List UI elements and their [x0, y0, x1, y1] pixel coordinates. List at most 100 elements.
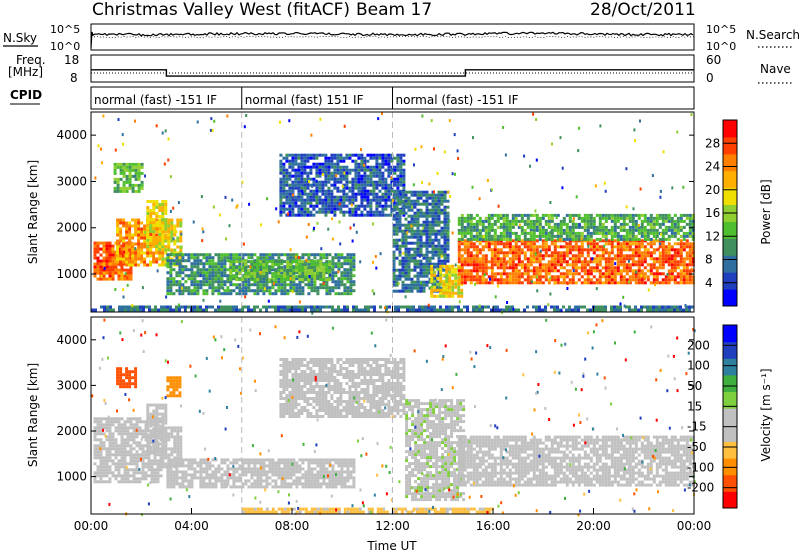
data-cell: [123, 253, 127, 257]
data-cell: [520, 242, 524, 246]
data-cell: [217, 259, 221, 263]
data-cell: [407, 274, 411, 278]
data-cell: [610, 278, 614, 282]
data-cell: [496, 257, 500, 261]
data-cell: [526, 281, 530, 285]
data-cell: [502, 272, 506, 276]
data-cell: [418, 308, 421, 312]
scatter-speck: [647, 288, 650, 292]
data-cell: [532, 266, 536, 270]
data-cell: [116, 186, 120, 190]
data-cell: [247, 272, 251, 276]
data-cell: [535, 251, 539, 255]
data-cell: [285, 198, 289, 202]
data-cell: [137, 224, 141, 228]
data-cell: [325, 278, 329, 282]
data-cell: [319, 266, 323, 270]
data-cell: [256, 263, 260, 267]
data-cell: [670, 248, 674, 252]
data-cell: [271, 283, 275, 287]
data-cell: [283, 268, 287, 272]
data-cell: [685, 281, 689, 285]
data-cell: [279, 189, 283, 193]
data-cell: [336, 186, 340, 190]
data-cell: [446, 244, 450, 248]
data-cell: [123, 244, 127, 248]
data-cell: [381, 159, 385, 163]
data-cell: [493, 305, 496, 309]
data-cell: [550, 219, 554, 223]
data-cell: [649, 257, 653, 261]
data-cell: [463, 225, 467, 229]
data-cell: [321, 180, 325, 184]
data-cell: [120, 244, 124, 248]
data-cell: [178, 286, 182, 290]
data-cell: [345, 174, 349, 178]
data-cell: [351, 192, 355, 196]
data-cell: [122, 174, 126, 178]
data-cell: [556, 213, 560, 217]
data-cell: [625, 213, 629, 217]
data-cell: [565, 234, 569, 238]
data-cell: [292, 305, 295, 309]
data-cell: [625, 305, 628, 309]
data-cell: [422, 253, 426, 257]
data-cell: [291, 204, 295, 208]
data-cell: [395, 202, 399, 206]
data-cell: [158, 257, 162, 261]
data-cell: [318, 207, 322, 211]
data-cell: [384, 153, 388, 157]
data-cell: [333, 207, 337, 211]
data-cell: [196, 259, 200, 263]
data-cell: [312, 183, 316, 187]
data-cell: [172, 277, 176, 281]
data-cell: [372, 174, 376, 178]
data-cell: [205, 280, 209, 284]
data-cell: [402, 195, 406, 199]
data-cell: [392, 256, 396, 260]
data-cell: [336, 153, 340, 157]
data-cell: [232, 253, 236, 257]
data-cell: [499, 213, 503, 217]
data-cell: [282, 174, 286, 178]
data-cell: [475, 237, 479, 241]
data-cell: [598, 219, 602, 223]
data-cell: [526, 242, 530, 246]
data-cell: [565, 213, 569, 217]
data-cell: [313, 278, 317, 282]
scatter-speck: [549, 292, 552, 296]
data-cell: [93, 244, 97, 248]
data-cell: [610, 245, 614, 249]
data-cell: [117, 274, 121, 278]
data-cell: [613, 219, 617, 223]
data-cell: [511, 260, 515, 264]
data-cell: [328, 260, 332, 264]
data-cell: [291, 159, 295, 163]
data-cell: [523, 266, 527, 270]
data-cell: [520, 219, 524, 223]
data-cell: [628, 308, 631, 312]
data-cell: [166, 283, 170, 287]
data-cell: [419, 250, 423, 254]
data-cell: [223, 283, 227, 287]
data-cell: [502, 228, 506, 232]
data-cell: [339, 156, 343, 160]
data-cell: [193, 271, 197, 275]
data-cell: [256, 269, 260, 273]
data-cell: [387, 186, 391, 190]
data-cell: [434, 247, 438, 251]
data-cell: [625, 231, 629, 235]
data-cell: [682, 237, 686, 241]
data-cell: [493, 254, 497, 258]
data-cell: [547, 231, 551, 235]
data-cell: [327, 180, 331, 184]
data-cell: [396, 183, 400, 187]
data-cell: [235, 260, 239, 264]
data-cell: [466, 237, 470, 241]
data-cell: [259, 283, 263, 287]
data-cell: [529, 225, 533, 229]
data-cell: [661, 260, 665, 264]
data-cell: [511, 245, 515, 249]
data-cell: [428, 211, 432, 215]
data-cell: [673, 308, 676, 312]
